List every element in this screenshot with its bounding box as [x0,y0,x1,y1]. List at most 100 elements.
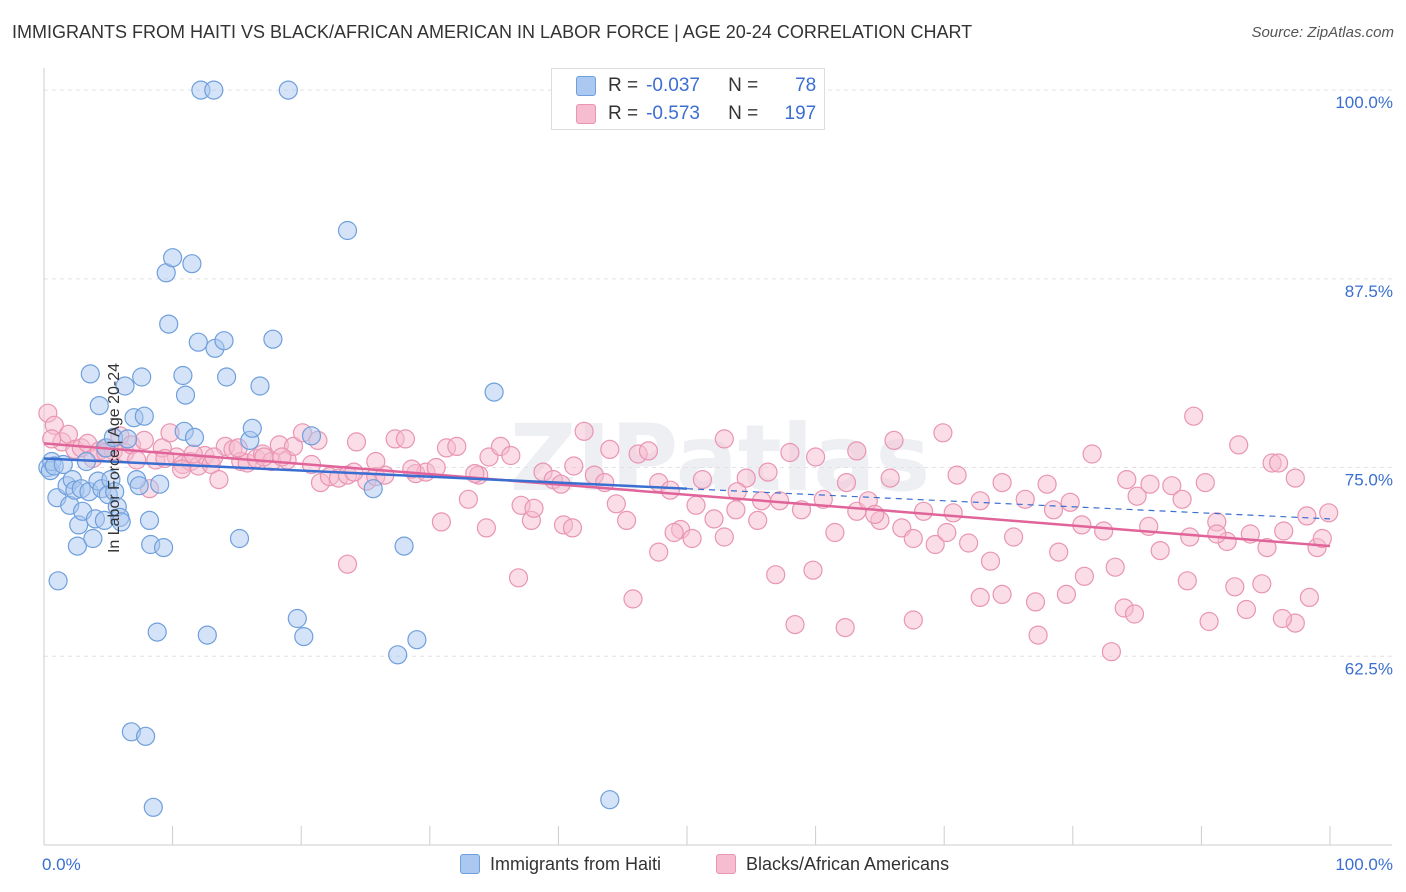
stats-n-label: N = [728,75,759,96]
haiti-point [242,418,262,438]
black-point [803,560,823,580]
haiti-point [197,625,217,645]
black-point [458,489,478,509]
haiti-point [217,367,237,387]
black-point [562,518,583,538]
black-point [1207,524,1227,544]
haiti-trend-line [43,457,688,490]
haiti-point [173,365,193,386]
black-point [1117,470,1137,490]
haiti-point [184,427,205,447]
stats-n-label: N = [728,103,759,124]
black-point [884,430,904,450]
black-point [134,430,154,450]
haiti-point [48,571,68,591]
legend-item-haiti[interactable]: Immigrants from Haiti [460,852,661,876]
trend-layer [43,442,1331,548]
stats-r-label: R = [608,103,639,124]
black-point [813,489,833,509]
black-point [825,522,845,543]
black-point [1028,625,1048,645]
black-point [1225,577,1245,597]
black-point [1319,503,1339,523]
y-axis-label: In Labor Force | Age 20-24 [106,362,124,554]
haiti-point [136,726,156,746]
black-trend-line [43,442,1331,548]
black-point [1180,527,1200,547]
haiti-point [363,479,383,499]
haiti-point [83,528,103,549]
black-point [649,542,669,562]
black-point [574,421,594,441]
black-point [447,436,467,456]
black-point [836,473,857,493]
black-point [1082,444,1102,464]
chart-title: IMMIGRANTS FROM HAITI VS BLACK/AFRICAN A… [12,22,973,42]
black-point [992,584,1012,605]
black-point [524,498,544,518]
stats-r-value-black: -0.573 [646,103,700,124]
haiti-point [163,248,183,268]
black-point [780,442,800,463]
black-point [623,589,643,609]
black-point [564,456,584,476]
haiti-point [278,80,298,100]
black-point [880,468,900,488]
black-point [1105,557,1125,577]
haiti-point [80,364,100,384]
stats-n-value-black: 197 [784,103,817,124]
haiti-point [159,314,179,334]
haiti-point [394,536,414,556]
black-point [933,423,953,443]
black-point [1257,537,1277,558]
haiti-point [484,382,504,402]
haiti-point [301,426,322,446]
black-point [1124,604,1145,624]
black-point [1015,489,1035,509]
legend-swatch-black [716,854,736,874]
black-point [254,447,274,467]
black-point [1268,453,1289,473]
haiti-point [263,329,283,349]
legend-label-haiti: Immigrants from Haiti [490,853,662,874]
black-point [1297,506,1317,526]
grid-layer [44,89,1392,657]
black-point [431,512,451,532]
black-point [943,503,963,523]
black-point [660,480,680,500]
black-point [1162,476,1182,496]
black-point [1312,528,1332,549]
black-point [1150,540,1170,561]
tick-label-layer: 62.5% 75.0% 87.5% 100.0% 0.0% 100.0% [42,93,1393,874]
stats-legend: R = -0.037 N = 78 R = -0.573 N = 197 [551,68,825,130]
haiti-point [287,608,307,629]
haiti-point [129,476,149,496]
legend-item-black[interactable]: Blacks/African Americans [716,852,949,876]
stats-n-value-haiti: 78 [795,75,817,96]
black-point [1172,489,1192,509]
black-point [1025,592,1046,612]
black-point [1285,468,1305,488]
black-point [1274,521,1294,541]
x-tick-label-max: 100.0% [1335,855,1393,874]
stats-swatch-black [576,104,596,124]
black-point [1184,406,1204,426]
legend-swatch-haiti [460,854,480,874]
black-point [682,528,702,549]
haiti-point [111,512,131,532]
stats-swatch-haiti [576,76,596,96]
black-point [992,473,1012,493]
black-point [501,445,521,466]
black-point [1074,566,1095,586]
black-point [1252,574,1272,594]
haiti-point [147,622,167,642]
black-point [1003,527,1024,547]
black-point [686,495,706,515]
pink-points-layer [38,403,1339,662]
haiti-point [229,528,250,549]
haiti-point [117,429,138,449]
black-point [395,429,415,449]
haiti-point [337,220,358,241]
black-point [726,500,746,520]
